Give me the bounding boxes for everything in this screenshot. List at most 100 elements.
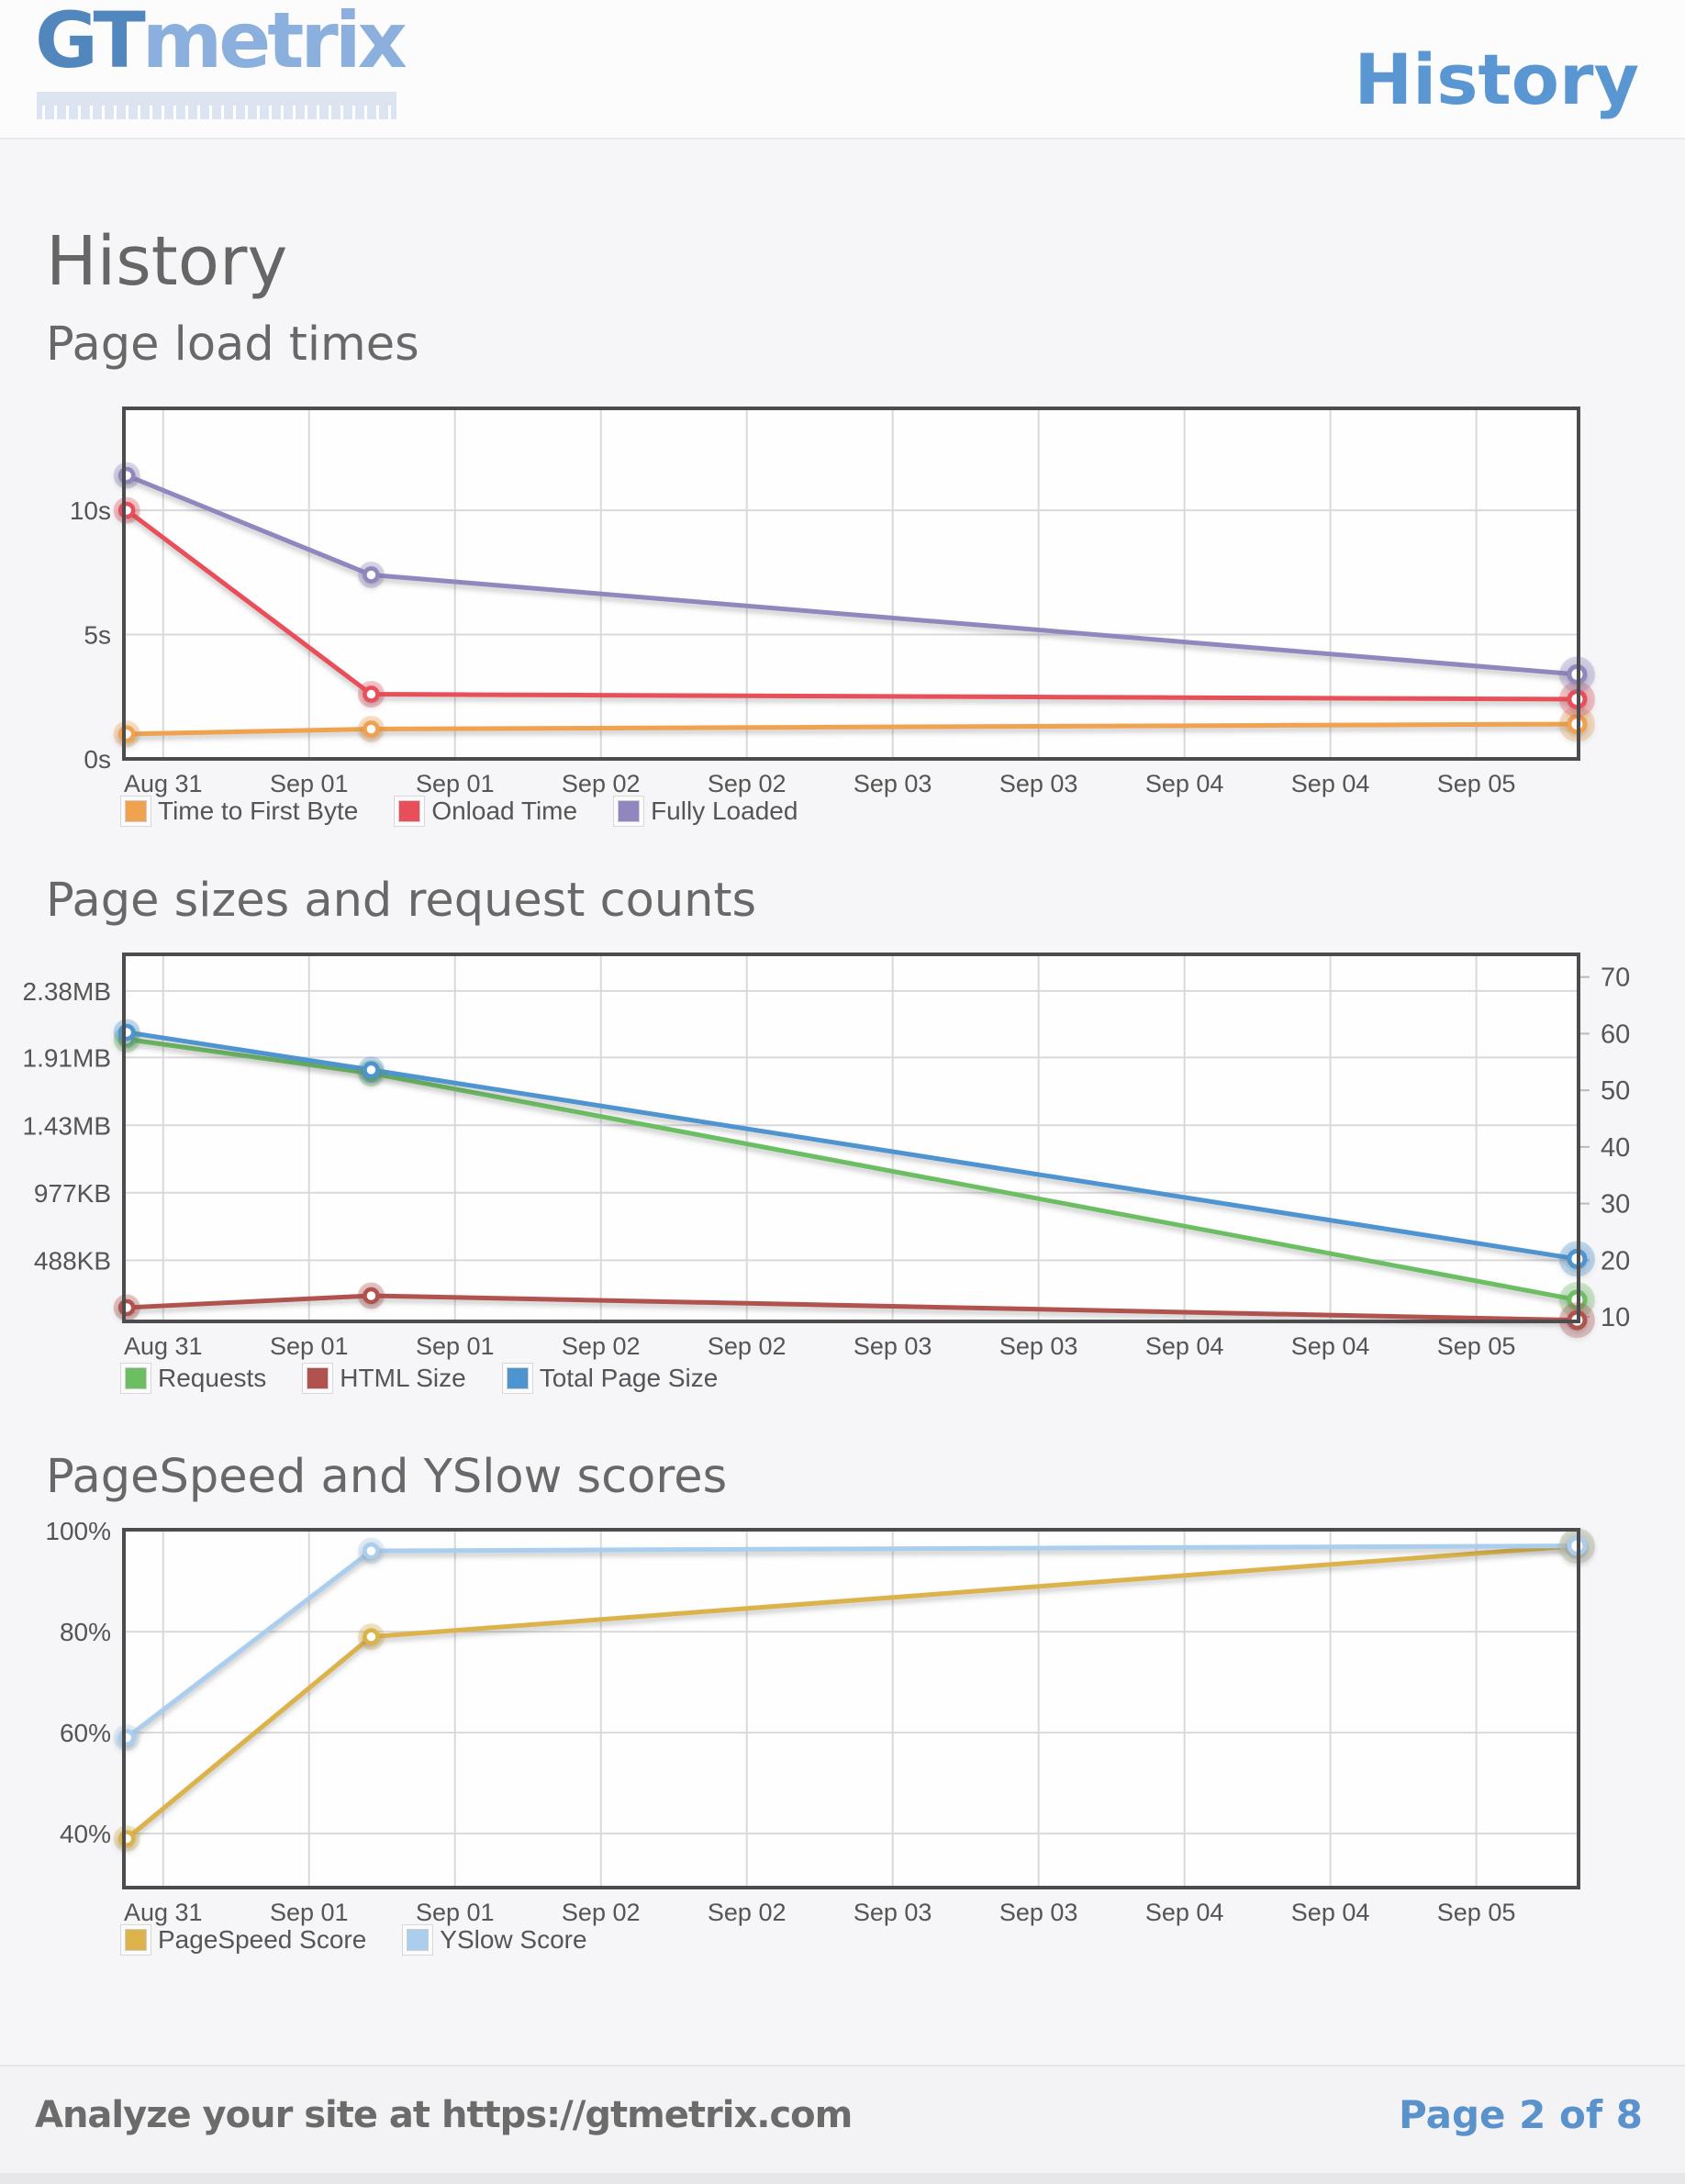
header-page-title: History xyxy=(1354,39,1639,120)
svg-text:0s: 0s xyxy=(84,745,111,774)
svg-text:Sep 02: Sep 02 xyxy=(562,1332,641,1360)
report-footer: Analyze your site at https://gtmetrix.co… xyxy=(0,2065,1685,2173)
svg-text:10: 10 xyxy=(1601,1303,1630,1332)
data-point-halo xyxy=(357,1623,385,1651)
svg-text:70: 70 xyxy=(1601,964,1630,993)
svg-text:Sep 03: Sep 03 xyxy=(999,1332,1078,1360)
svg-text:1.91MB: 1.91MB xyxy=(23,1043,112,1072)
page-number: Page 2 of 8 xyxy=(1399,2092,1643,2137)
page-load-times-svg: Aug 31 Sep 01 Sep 01 Sep 02 Sep 02 Sep 03 Sep … xyxy=(70,407,1595,797)
plot-background xyxy=(124,1530,1579,1888)
svg-text:Sep 01: Sep 01 xyxy=(416,1332,495,1360)
data-point-marker xyxy=(363,685,380,703)
svg-text:Sep 02: Sep 02 xyxy=(708,770,787,797)
svg-text:5s: 5s xyxy=(84,621,111,650)
gtmetrix-logo: GTmetrix xyxy=(35,2,407,79)
svg-text:Sep 04: Sep 04 xyxy=(1145,1332,1224,1360)
x-gridlines xyxy=(162,1530,1478,1888)
data-point-halo xyxy=(357,1282,385,1309)
svg-text:10s: 10s xyxy=(70,496,111,525)
legend-item: Total Page Size xyxy=(506,1364,718,1393)
analyze-site-link[interactable]: Analyze your site at https://gtmetrix.co… xyxy=(35,2094,853,2136)
svg-text:Aug 31: Aug 31 xyxy=(124,1899,203,1926)
y-gridlines xyxy=(124,509,1579,636)
svg-text:Sep 05: Sep 05 xyxy=(1437,1899,1516,1926)
legend-swatch xyxy=(125,1929,147,1951)
data-point-halo xyxy=(113,496,140,524)
data-point-halo xyxy=(357,1056,385,1084)
logo-metrix-text: metrix xyxy=(141,0,407,85)
svg-text:Sep 04: Sep 04 xyxy=(1291,1899,1370,1926)
svg-text:Sep 03: Sep 03 xyxy=(854,1332,932,1360)
y-gridlines xyxy=(124,989,1579,1262)
data-point-halo xyxy=(113,1019,140,1046)
svg-text:100%: 100% xyxy=(45,1522,111,1545)
legend-item: PageSpeed Score xyxy=(125,1925,366,1955)
svg-text:Sep 01: Sep 01 xyxy=(270,1899,349,1926)
svg-text:Sep 02: Sep 02 xyxy=(708,1899,787,1926)
svg-text:Sep 01: Sep 01 xyxy=(416,770,495,797)
data-point-marker xyxy=(363,1287,380,1305)
y-axis-labels-left: 40% 60% 80% 100% xyxy=(45,1522,111,1848)
svg-text:Sep 01: Sep 01 xyxy=(416,1899,495,1926)
page-load-times-chart: Aug 31 Sep 01 Sep 01 Sep 02 Sep 02 Sep 03 Sep … xyxy=(0,404,1685,826)
svg-text:60: 60 xyxy=(1601,1020,1630,1049)
svg-text:Sep 01: Sep 01 xyxy=(270,770,349,797)
legend-item: Requests xyxy=(125,1364,266,1393)
report-header: GTmetrix History xyxy=(0,0,1685,139)
section-title-scores: PageSpeed and YSlow scores xyxy=(46,1450,728,1504)
legend-swatch xyxy=(618,800,641,822)
svg-text:Sep 05: Sep 05 xyxy=(1437,1332,1516,1360)
page-sizes-legend: Requests HTML Size Total Page Size xyxy=(125,1364,718,1393)
svg-text:1.43MB: 1.43MB xyxy=(23,1111,112,1140)
svg-text:Sep 04: Sep 04 xyxy=(1145,770,1224,797)
page-sizes-request-counts-chart: Aug 31 Sep 01 Sep 01 Sep 02 Sep 02 Sep 03 Sep … xyxy=(0,947,1685,1376)
page-load-times-legend: Time to First Byte Onload Time Fully Loade… xyxy=(125,797,798,826)
svg-text:Sep 03: Sep 03 xyxy=(854,770,932,797)
plot-background xyxy=(124,408,1579,759)
legend-label: Fully Loaded xyxy=(651,797,798,825)
data-point-halo xyxy=(357,715,385,742)
legend-swatch xyxy=(307,1367,329,1389)
svg-text:Sep 03: Sep 03 xyxy=(999,770,1078,797)
x-axis-labels: Aug 31 Sep 01 Sep 01 Sep 02 Sep 02 Sep 03 Sep … xyxy=(124,770,1515,797)
page-sizes-request-counts-svg: Aug 31 Sep 01 Sep 01 Sep 02 Sep 02 Sep 03 Sep … xyxy=(23,953,1630,1360)
svg-text:Sep 02: Sep 02 xyxy=(562,1899,641,1926)
legend-item: Time to First Byte xyxy=(125,797,358,826)
data-point-halo xyxy=(357,562,385,589)
legend-swatch xyxy=(125,1367,147,1389)
data-point-halo xyxy=(113,1825,140,1853)
data-point-marker xyxy=(363,566,380,584)
legend-label: Requests xyxy=(158,1364,267,1392)
svg-text:Sep 02: Sep 02 xyxy=(708,1332,787,1360)
legend-label: Onload Time xyxy=(431,797,578,825)
logo-ruler-ticks xyxy=(42,106,395,119)
svg-text:2.38MB: 2.38MB xyxy=(23,977,112,1006)
data-point-marker xyxy=(363,720,380,738)
plot-border xyxy=(122,407,1580,761)
svg-text:30: 30 xyxy=(1601,1190,1630,1220)
svg-text:20: 20 xyxy=(1601,1246,1630,1276)
data-point-halo xyxy=(113,720,140,748)
logo-gt-text: GT xyxy=(35,0,146,85)
legend-label: PageSpeed Score xyxy=(158,1925,367,1954)
svg-text:Sep 04: Sep 04 xyxy=(1291,770,1370,797)
svg-text:Sep 03: Sep 03 xyxy=(999,1899,1078,1926)
section-title-page-load-times: Page load times xyxy=(46,318,419,372)
x-axis-labels: Aug 31 Sep 01 Sep 01 Sep 02 Sep 02 Sep 03 Sep … xyxy=(124,1332,1515,1360)
y-axis-labels-right: 10 20 30 40 50 60 70 xyxy=(1579,964,1630,1332)
svg-text:80%: 80% xyxy=(60,1618,111,1646)
svg-text:Aug 31: Aug 31 xyxy=(124,770,203,797)
plot-background xyxy=(124,954,1579,1321)
data-point-halo xyxy=(357,1537,385,1565)
svg-text:Sep 01: Sep 01 xyxy=(270,1332,349,1360)
svg-text:40: 40 xyxy=(1601,1133,1630,1163)
page-bottom-strip xyxy=(0,2173,1685,2184)
svg-text:977KB: 977KB xyxy=(34,1179,111,1208)
legend-label: Time to First Byte xyxy=(158,797,359,825)
svg-text:488KB: 488KB xyxy=(34,1246,111,1275)
pagespeed-yslow-scores-svg: Aug 31 Sep 01 Sep 01 Sep 02 Sep 02 Sep 03 Sep … xyxy=(45,1522,1595,1926)
plot-border xyxy=(122,953,1580,1323)
svg-text:Sep 05: Sep 05 xyxy=(1437,770,1516,797)
data-point-halo xyxy=(113,462,140,489)
